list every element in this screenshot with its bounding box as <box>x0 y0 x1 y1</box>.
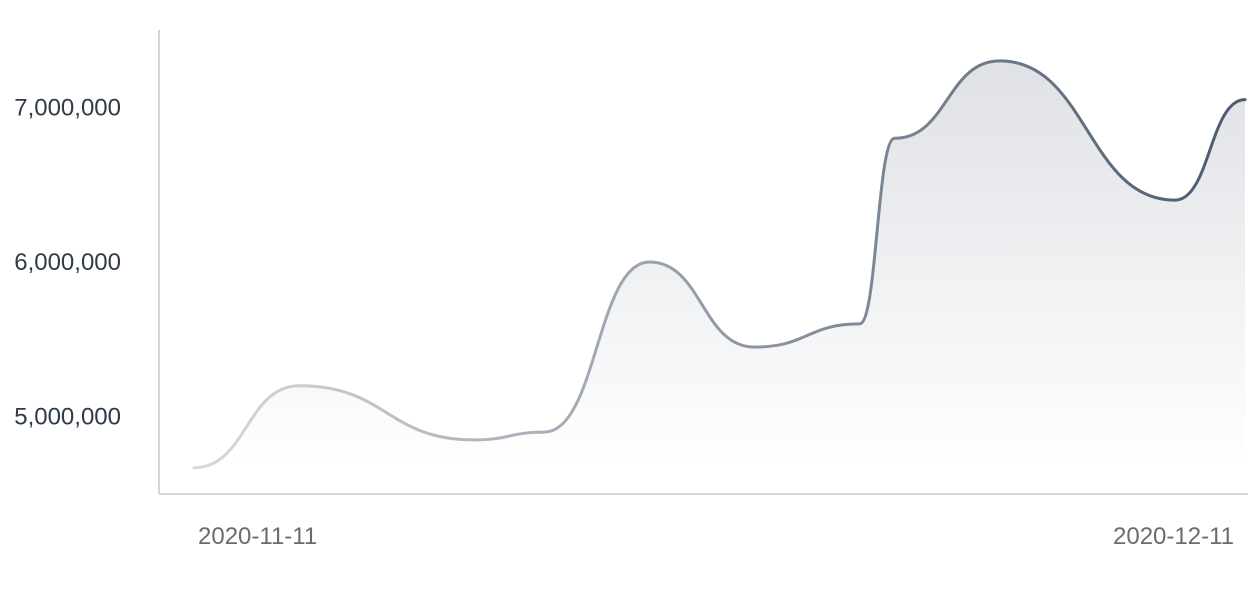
y-axis-ticks: 5,000,000 6,000,000 7,000,000 <box>14 94 121 430</box>
x-tick-label: 2020-12-11 <box>1113 523 1234 550</box>
x-axis-ticks: 2020-11-11 2020-12-11 <box>198 523 1234 550</box>
series-area-fill <box>194 60 1245 471</box>
y-tick-label: 7,000,000 <box>14 94 121 121</box>
x-tick-label: 2020-11-11 <box>198 523 317 550</box>
y-tick-label: 5,000,000 <box>14 404 121 431</box>
y-tick-label: 6,000,000 <box>14 249 121 276</box>
series-line <box>192 59 1247 470</box>
